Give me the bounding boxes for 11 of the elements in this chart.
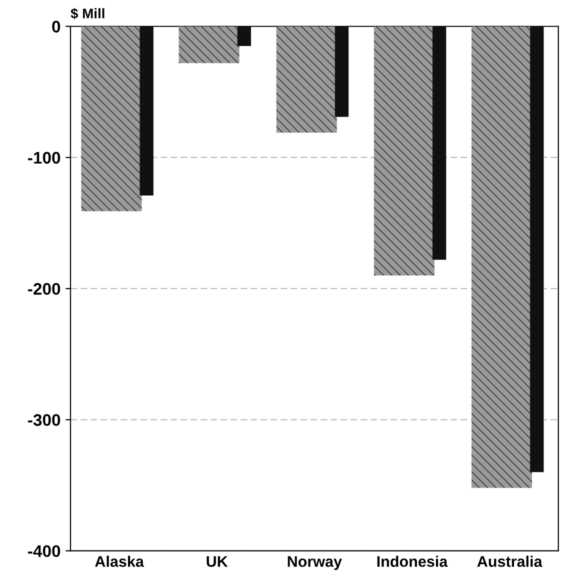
y-tick-label: 0 <box>52 20 60 33</box>
y-tick-label: -400 <box>28 545 60 558</box>
y-axis-title: $ Mill <box>70 8 104 20</box>
x-tick-label: UK <box>206 556 228 567</box>
x-tick-label: Norway <box>288 556 342 570</box>
x-tick-label: Alaska <box>95 556 144 567</box>
y-tick-label: -100 <box>28 152 60 164</box>
x-tick-label: Indonesia <box>377 556 448 567</box>
y-tick-label: -300 <box>28 414 60 426</box>
y-tick-label: -200 <box>28 283 60 295</box>
x-tick-label: Australia <box>477 556 542 567</box>
